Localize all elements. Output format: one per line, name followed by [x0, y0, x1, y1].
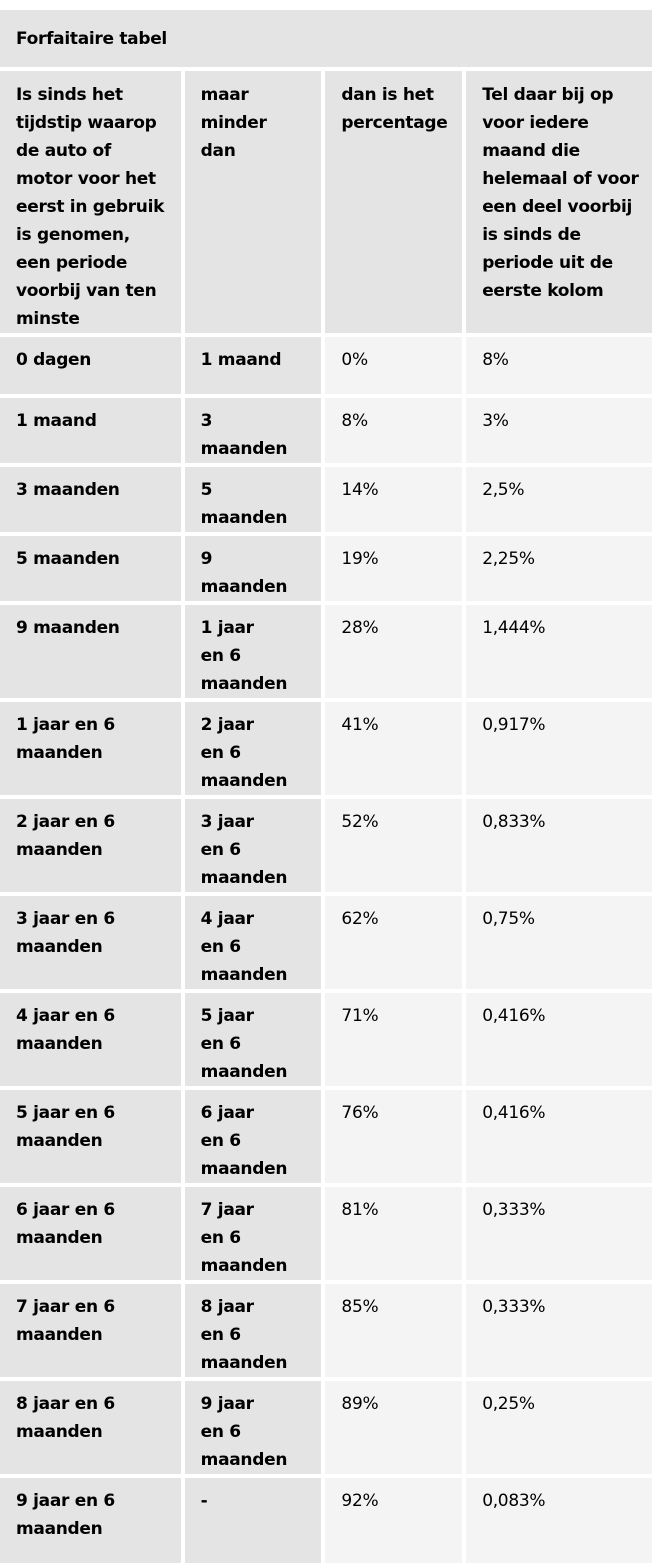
- cell-less-than: 2 jaar en 6 maanden: [184, 702, 322, 795]
- cell-period-since: 6 jaar en 6 maanden: [0, 1187, 181, 1280]
- cell-add-per-month: 0,416%: [466, 1090, 652, 1183]
- table-row: 6 jaar en 6 maanden 7 jaar en 6 maanden 81…: [0, 1187, 652, 1280]
- cell-add-per-month: 3%: [466, 398, 652, 463]
- cell-percentage: 81%: [325, 1187, 463, 1280]
- cell-period-since: 4 jaar en 6 maanden: [0, 993, 181, 1086]
- table-row: 3 maanden 5 maanden 14% 2,5%: [0, 467, 652, 532]
- column-header-add-per-month: Tel daar bij op voor iedere maand die he…: [466, 71, 652, 333]
- cell-period-since: 0 dagen: [0, 337, 181, 394]
- cell-less-than: 3 jaar en 6 maanden: [184, 799, 322, 892]
- cell-percentage: 76%: [325, 1090, 463, 1183]
- table-row: 9 jaar en 6 maanden -92% 0,083%: [0, 1478, 652, 1563]
- table-header-row: Is sinds het tijdstip waarop de auto of …: [0, 71, 652, 333]
- cell-less-than: 6 jaar en 6 maanden: [184, 1090, 322, 1183]
- cell-percentage: 89%: [325, 1381, 463, 1474]
- cell-percentage: 0%: [325, 337, 463, 394]
- table-row: 8 jaar en 6 maanden 9 jaar en 6 maanden 89…: [0, 1381, 652, 1474]
- cell-add-per-month: 0,917%: [466, 702, 652, 795]
- cell-period-since: 5 maanden: [0, 536, 181, 601]
- cell-add-per-month: 0,416%: [466, 993, 652, 1086]
- cell-percentage: 28%: [325, 605, 463, 698]
- cell-period-since: 5 jaar en 6 maanden: [0, 1090, 181, 1183]
- cell-period-since: 2 jaar en 6 maanden: [0, 799, 181, 892]
- cell-less-than: 4 jaar en 6 maanden: [184, 896, 322, 989]
- cell-less-than: 1 maand: [184, 337, 322, 394]
- cell-period-since: 8 jaar en 6 maanden: [0, 1381, 181, 1474]
- cell-add-per-month: 0,75%: [466, 896, 652, 989]
- cell-add-per-month: 8%: [466, 337, 652, 394]
- cell-percentage: 92%: [325, 1478, 463, 1563]
- cell-period-since: 3 maanden: [0, 467, 181, 532]
- column-header-less-than: maar minder dan: [184, 71, 322, 333]
- cell-percentage: 62%: [325, 896, 463, 989]
- cell-period-since: 9 jaar en 6 maanden: [0, 1478, 181, 1563]
- table-row: 5 maanden 9 maanden 19% 2,25%: [0, 536, 652, 601]
- cell-add-per-month: 0,333%: [466, 1187, 652, 1280]
- cell-add-per-month: 2,25%: [466, 536, 652, 601]
- cell-add-per-month: 0,25%: [466, 1381, 652, 1474]
- cell-percentage: 14%: [325, 467, 463, 532]
- cell-period-since: 3 jaar en 6 maanden: [0, 896, 181, 989]
- cell-less-than: 8 jaar en 6 maanden: [184, 1284, 322, 1377]
- cell-percentage: 19%: [325, 536, 463, 601]
- cell-less-than: 1 jaar en 6 maanden: [184, 605, 322, 698]
- cell-percentage: 41%: [325, 702, 463, 795]
- cell-percentage: 8%: [325, 398, 463, 463]
- cell-less-than: -: [184, 1478, 322, 1563]
- cell-less-than: 3 maanden: [184, 398, 322, 463]
- cell-add-per-month: 2,5%: [466, 467, 652, 532]
- table-caption: Forfaitaire tabel: [0, 10, 652, 67]
- table-row: 4 jaar en 6 maanden 5 jaar en 6 maanden 71…: [0, 993, 652, 1086]
- cell-less-than: 5 jaar en 6 maanden: [184, 993, 322, 1086]
- cell-less-than: 5 maanden: [184, 467, 322, 532]
- cell-period-since: 9 maanden: [0, 605, 181, 698]
- cell-percentage: 85%: [325, 1284, 463, 1377]
- column-header-percentage: dan is het percentage: [325, 71, 463, 333]
- table-row: 1 maand 3 maanden 8% 3%: [0, 398, 652, 463]
- cell-add-per-month: 0,333%: [466, 1284, 652, 1377]
- table-row: 0 dagen 1 maand 0% 8%: [0, 337, 652, 394]
- forfaitaire-table-container: Forfaitaire tabel Is sinds het tijdstip …: [0, 10, 652, 1567]
- table-row: 9 maanden 1 jaar en 6 maanden 28% 1,444%: [0, 605, 652, 698]
- column-header-period-since: Is sinds het tijdstip waarop de auto of …: [0, 71, 181, 333]
- cell-percentage: 71%: [325, 993, 463, 1086]
- table-body: 0 dagen 1 maand 0% 8% 1 maand 3 maanden 8% 3% 3 …: [0, 337, 652, 1563]
- cell-add-per-month: 1,444%: [466, 605, 652, 698]
- cell-less-than: 7 jaar en 6 maanden: [184, 1187, 322, 1280]
- cell-period-since: 1 maand: [0, 398, 181, 463]
- forfaitaire-table: Is sinds het tijdstip waarop de auto of …: [0, 67, 652, 1567]
- table-row: 3 jaar en 6 maanden 4 jaar en 6 maanden 62…: [0, 896, 652, 989]
- cell-less-than: 9 maanden: [184, 536, 322, 601]
- table-row: 5 jaar en 6 maanden 6 jaar en 6 maanden 76…: [0, 1090, 652, 1183]
- cell-period-since: 7 jaar en 6 maanden: [0, 1284, 181, 1377]
- cell-add-per-month: 0,833%: [466, 799, 652, 892]
- table-row: 7 jaar en 6 maanden 8 jaar en 6 maanden 85…: [0, 1284, 652, 1377]
- cell-percentage: 52%: [325, 799, 463, 892]
- cell-less-than: 9 jaar en 6 maanden: [184, 1381, 322, 1474]
- cell-period-since: 1 jaar en 6 maanden: [0, 702, 181, 795]
- cell-add-per-month: 0,083%: [466, 1478, 652, 1563]
- table-row: 1 jaar en 6 maanden 2 jaar en 6 maanden 41…: [0, 702, 652, 795]
- table-row: 2 jaar en 6 maanden 3 jaar en 6 maanden 52…: [0, 799, 652, 892]
